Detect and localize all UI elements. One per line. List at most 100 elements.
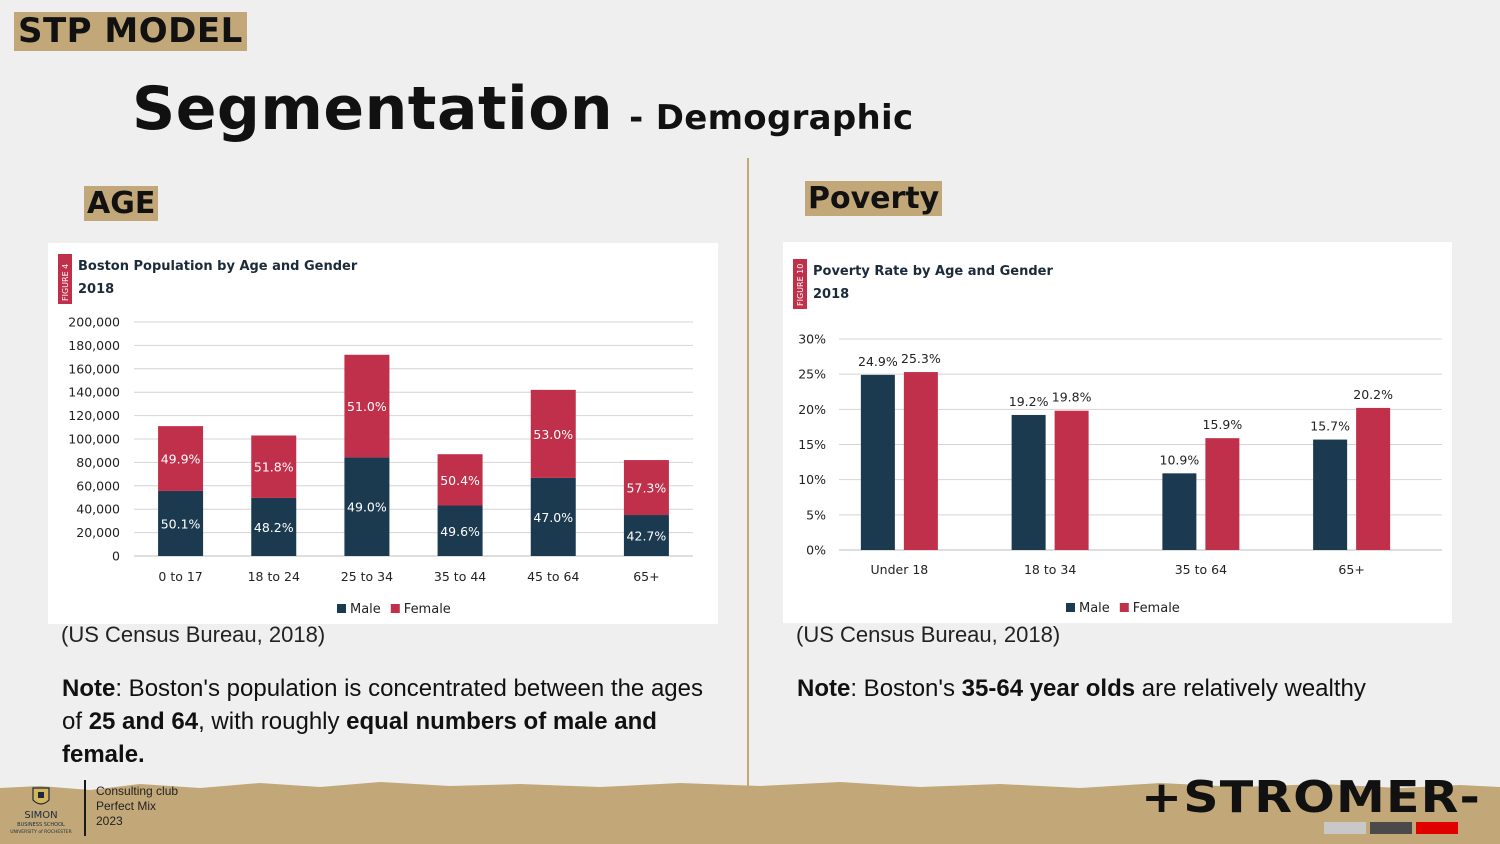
poverty-chart-card: FIGURE 10 Poverty Rate by Age and Gender 2… [783, 242, 1452, 623]
bar-male [860, 374, 895, 550]
data-label-male: 48.2% [254, 520, 294, 535]
y-tick-label: 60,000 [76, 478, 120, 493]
simon-logo-text: SIMON [24, 810, 57, 821]
brand-tag: STP MODEL [14, 12, 247, 51]
legend-label-male: Male [350, 602, 381, 617]
data-label-female: 15.9% [1203, 417, 1243, 432]
legend-swatch-male [337, 604, 346, 613]
bar-female [158, 426, 204, 491]
data-label-female: 57.3% [627, 481, 667, 496]
x-tick-label: 25 to 34 [341, 569, 393, 584]
legend-swatch-female [1119, 603, 1129, 612]
footer-line: Consulting club [96, 784, 179, 798]
figure-label: FIGURE 10 [796, 264, 805, 306]
note-text: : Boston's [850, 675, 962, 702]
data-label-male: 49.0% [347, 500, 387, 515]
note-label: Note [62, 675, 116, 702]
center-divider [747, 158, 749, 788]
x-tick-label: 18 to 24 [248, 569, 300, 584]
title-sub: - Demographic [629, 98, 914, 138]
data-label-female: 51.0% [347, 399, 387, 414]
title-main: Segmentation [132, 74, 614, 144]
data-label-male: 42.7% [627, 529, 667, 544]
x-tick-label: 0 to 17 [158, 569, 202, 584]
y-tick-label: 140,000 [68, 385, 120, 400]
data-label-male: 10.9% [1160, 452, 1200, 467]
bar-female [1205, 438, 1240, 550]
bar-male [437, 505, 483, 556]
poverty-section-tag: Poverty [805, 181, 943, 216]
bar-female [623, 460, 669, 516]
bar-male [158, 490, 204, 556]
y-tick-label: 20% [798, 402, 826, 417]
bar-male [344, 457, 390, 556]
footer-text: Consulting club Perfect Mix 2023 [96, 784, 178, 829]
note-right: Note: Boston's 35-64 year olds are relat… [797, 672, 1477, 705]
footer-band [0, 782, 1500, 844]
footer-divider [84, 780, 86, 836]
bar-female [1356, 407, 1391, 550]
y-tick-label: 100,000 [68, 432, 120, 447]
y-tick-label: 20,000 [76, 525, 120, 540]
legend-label-female: Female [1133, 601, 1180, 616]
footer-line: 2023 [96, 814, 123, 828]
page-title: Segmentation - Demographic [132, 74, 913, 144]
bar-female [1054, 410, 1089, 550]
x-tick-label: 18 to 34 [1024, 562, 1076, 577]
bar-male [1313, 439, 1348, 550]
chart-subtitle: 2018 [78, 282, 114, 297]
note-label: Note [797, 675, 851, 702]
y-tick-label: 0% [806, 543, 826, 558]
x-tick-label: 35 to 44 [434, 569, 486, 584]
data-label-female: 20.2% [1353, 387, 1393, 402]
data-label-male: 19.2% [1009, 394, 1049, 409]
x-tick-label: 35 to 64 [1175, 562, 1227, 577]
note-text: : Boston's population is concentrated be… [62, 675, 703, 735]
note-text: , with roughly [198, 708, 347, 735]
source-citation-right: (US Census Bureau, 2018) [796, 622, 1061, 647]
stromer-logo-text: +STROMER- [1141, 772, 1481, 823]
x-tick-label: Under 18 [871, 562, 929, 577]
y-tick-label: 200,000 [68, 315, 120, 330]
bar-female [903, 372, 938, 550]
bar-female [251, 435, 297, 498]
bar-male [1011, 414, 1046, 550]
x-tick-label: 45 to 64 [527, 569, 579, 584]
svg-text:UNIVERSITY of ROCHESTER: UNIVERSITY of ROCHESTER [10, 829, 72, 835]
y-tick-label: 80,000 [76, 455, 120, 470]
chart-title: Poverty Rate by Age and Gender [813, 264, 1053, 279]
figure-label: FIGURE 4 [61, 264, 70, 301]
legend-label-female: Female [404, 602, 451, 617]
data-label-female: 50.4% [440, 473, 480, 488]
footer-line: Perfect Mix [96, 799, 157, 813]
y-tick-label: 180,000 [68, 338, 120, 353]
bar-male [623, 515, 669, 556]
y-tick-label: 15% [798, 437, 826, 452]
bar-female [437, 454, 483, 506]
y-tick-label: 10% [798, 472, 826, 487]
data-label-male: 24.9% [858, 354, 898, 369]
y-tick-label: 5% [806, 507, 826, 522]
data-label-male: 50.1% [161, 516, 201, 531]
x-tick-label: 65+ [1338, 562, 1364, 577]
note-emphasis: 35-64 year olds [961, 675, 1136, 702]
bar-female [344, 354, 390, 458]
bar-male [251, 497, 297, 556]
svg-text:BUSINESS SCHOOL: BUSINESS SCHOOL [17, 822, 65, 828]
y-tick-label: 40,000 [76, 502, 120, 517]
bar-male [1162, 473, 1197, 550]
poverty-rate-chart: FIGURE 10 Poverty Rate by Age and Gender 2… [793, 259, 1442, 616]
y-tick-label: 25% [798, 367, 826, 382]
legend-swatch-female [390, 604, 400, 613]
source-citation-left: (US Census Bureau, 2018) [61, 622, 326, 647]
figure-tab [793, 259, 807, 309]
data-label-female: 19.8% [1052, 390, 1092, 405]
figure-tab [58, 254, 72, 304]
data-label-female: 51.8% [254, 460, 294, 475]
simon-school-logo: SIMON BUSINESS SCHOOL UNIVERSITY of ROCH… [10, 787, 72, 835]
note-left: Note: Boston's population is concentrate… [62, 672, 712, 771]
data-label-male: 49.6% [440, 524, 480, 539]
data-label-male: 15.7% [1310, 419, 1350, 434]
data-label-female: 49.9% [161, 452, 201, 467]
y-tick-label: 0 [112, 549, 120, 564]
